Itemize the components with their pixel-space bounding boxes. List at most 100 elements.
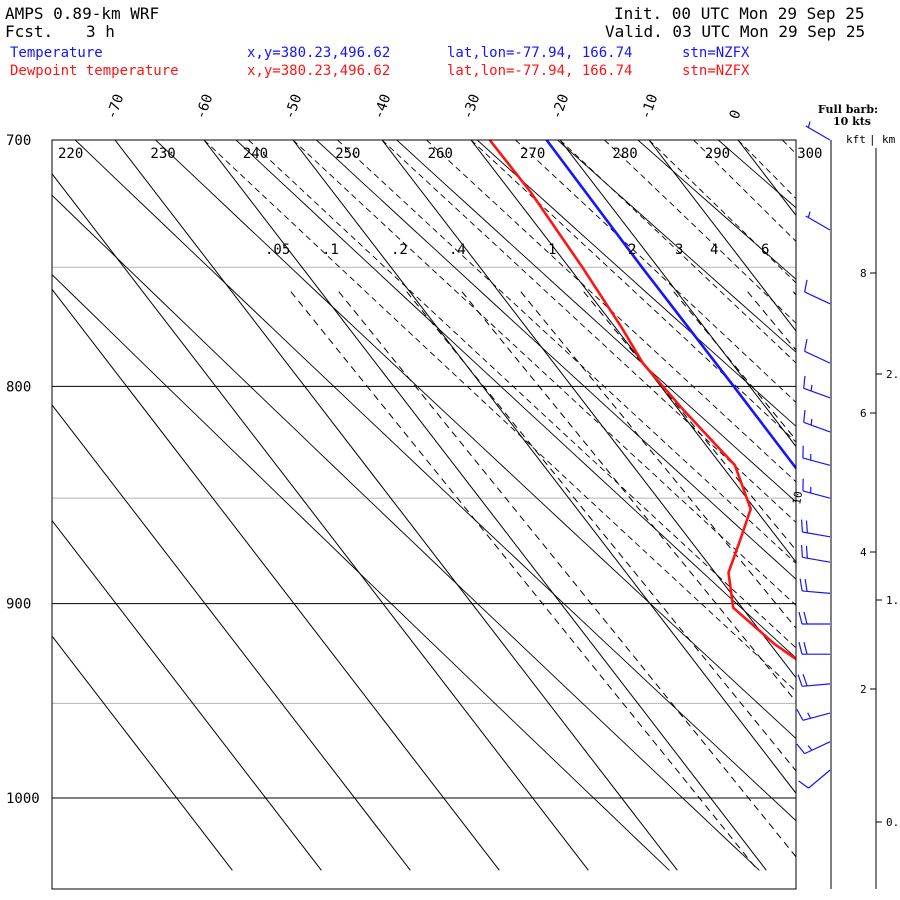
wind-barb-staff	[803, 387, 831, 399]
isotherm-line	[292, 140, 796, 795]
temperature-line	[545, 140, 796, 471]
moist-adiabat-line	[248, 140, 796, 649]
wind-barb-flag	[798, 642, 803, 655]
legend-temperature-name: Temperature	[10, 45, 103, 61]
moist-adiabat-line	[337, 140, 796, 565]
height-axes: kft | km 2 4 6 8 0. 1. 2.	[830, 133, 899, 889]
wind-barb	[798, 769, 831, 789]
wind-barb	[803, 409, 831, 433]
wind-barb-half	[807, 745, 813, 751]
mixing-ratio-line	[673, 291, 796, 441]
temperature-tick-label: 0	[727, 108, 745, 121]
init-time: Init. 00 UTC Mon 29 Sep 25	[614, 4, 865, 23]
temperature-tick-label: -10	[638, 92, 662, 121]
wind-barb-staff	[802, 457, 831, 466]
valid-time: Valid. 03 UTC Mon 29 Sep 25	[605, 22, 866, 41]
isotherm-line	[559, 140, 796, 448]
wind-barb-flag	[797, 674, 803, 687]
mixing-ratio-label: 4	[710, 242, 718, 258]
kft-tick-label: 2	[860, 683, 867, 696]
dry-adiabat-line	[557, 140, 796, 353]
wind-barb-flag	[805, 520, 808, 533]
dewpoint-line	[488, 140, 796, 661]
wind-barb-staff	[804, 741, 831, 755]
wind-barb	[803, 375, 831, 399]
legend-temperature-latlon: lat,lon=-77.94, 166.74	[447, 45, 633, 61]
legend-dewpoint-latlon: lat,lon=-77.94, 166.74	[447, 63, 633, 79]
isotherm-line	[52, 288, 500, 871]
wind-barb	[799, 578, 831, 594]
wind-barb	[797, 673, 831, 687]
mixing-ratio-label: 1	[548, 242, 556, 258]
barb-annotation: 10	[790, 490, 805, 505]
chart-series	[488, 140, 796, 661]
temperature-tick-label: -50	[282, 92, 306, 121]
wind-barb	[804, 279, 831, 305]
theta-label: 240	[243, 146, 268, 162]
theta-label: 230	[150, 146, 175, 162]
mixing-ratio-line	[461, 291, 796, 703]
wind-barb-staff	[802, 590, 831, 594]
wind-barb-flag	[796, 709, 804, 721]
moist-adiabat-line	[559, 140, 796, 364]
moist-adiabat-line	[470, 140, 796, 443]
wind-barb	[802, 445, 831, 466]
temperature-tick-label: -20	[549, 92, 573, 121]
dry-adiabat-line	[718, 140, 796, 209]
dry-adiabat-line	[799, 140, 900, 870]
dry-adiabat-line	[52, 194, 760, 871]
wind-barb-flag	[802, 673, 808, 687]
wind-barb-flag	[800, 544, 804, 558]
mixing-ratio-label: .05	[265, 242, 290, 258]
wind-barb	[798, 611, 830, 625]
wind-barb-half	[807, 211, 811, 218]
moist-adiabat-line	[381, 140, 796, 523]
dry-adiabat-line	[235, 140, 796, 659]
km-tick-label: 0.	[886, 816, 899, 829]
theta-label: 290	[705, 146, 730, 162]
km-tick-label: 2.	[886, 368, 899, 381]
wind-barb-staff	[805, 215, 831, 231]
wind-barb-staff	[805, 125, 831, 141]
wind-barb	[805, 121, 831, 141]
chart-grid	[52, 140, 900, 871]
wind-barb-flag	[796, 743, 806, 755]
model-title: AMPS 0.89-km WRF	[5, 4, 160, 23]
isotherm-line	[52, 519, 322, 871]
isotherm-line	[470, 140, 796, 563]
mixing-ratio-label: .1	[322, 242, 339, 258]
moist-adiabat-line	[827, 140, 900, 870]
kft-tick-label: 8	[860, 267, 867, 280]
moist-adiabat-line	[648, 140, 796, 284]
kft-tick-label: 4	[860, 546, 867, 559]
wind-barb-flag	[798, 780, 809, 789]
wind-barb-flag	[803, 409, 806, 423]
mixing-ratio-line	[747, 291, 796, 351]
mixing-ratio-line	[520, 291, 796, 629]
legend-dewpoint-name: Dewpoint temperature	[10, 63, 179, 79]
forecast-label: Fcst.	[5, 22, 54, 41]
wind-barb-flag	[800, 519, 804, 533]
mixing-ratio-label: 3	[675, 242, 683, 258]
wind-barb	[798, 642, 830, 655]
wind-barb-staff	[802, 490, 831, 499]
theta-label: 260	[428, 146, 453, 162]
dry-adiabat-line	[476, 140, 796, 427]
wind-barb-staff	[804, 350, 831, 364]
isotherm-line	[52, 635, 233, 871]
wind-barb-flag	[805, 545, 808, 559]
wind-barbs	[796, 121, 831, 789]
mixing-ratio-line	[290, 291, 759, 871]
wind-barb	[796, 709, 831, 721]
dry-adiabat-line	[316, 140, 796, 580]
wind-barb-flag	[804, 579, 808, 592]
pressure-tick-label: 800	[6, 379, 31, 395]
isotherm-line	[648, 140, 796, 332]
dry-adiabat-line	[74, 140, 796, 822]
isotherm-line	[52, 172, 589, 871]
km-axis-label: km	[882, 133, 896, 146]
wind-barb	[804, 339, 831, 364]
wind-barb	[800, 519, 831, 538]
temperature-tick-label: -60	[193, 92, 217, 121]
